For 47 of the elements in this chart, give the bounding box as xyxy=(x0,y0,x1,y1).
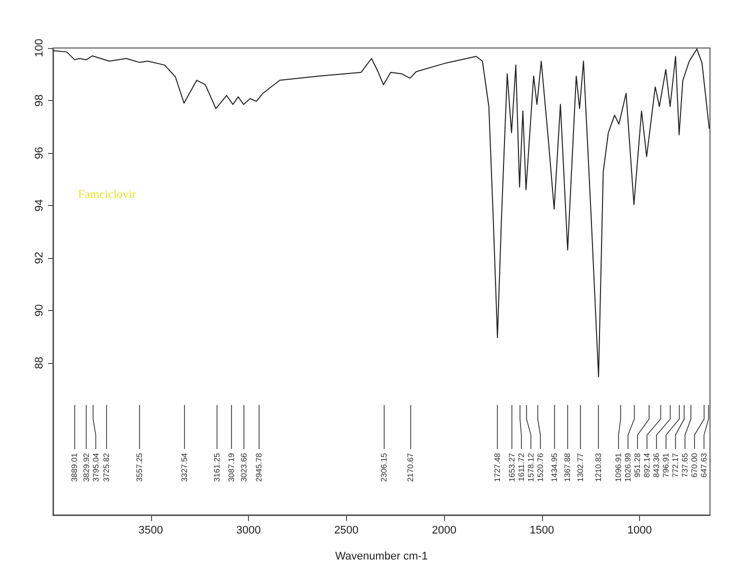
annotation: 1210.83 xyxy=(594,452,603,482)
annotation: 3023.66 xyxy=(239,452,248,482)
annotation: 1520.76 xyxy=(536,452,545,482)
annotation: 3557.25 xyxy=(135,452,144,482)
x-tick-label: 1500 xyxy=(530,524,554,536)
annotation: 3327.54 xyxy=(180,452,189,482)
annotation: 737.65 xyxy=(680,452,690,478)
annotation: 670.00 xyxy=(690,452,699,478)
annotation: 1026.99 xyxy=(624,452,632,482)
annotation: 951.28 xyxy=(633,452,642,478)
annotation: 3161.25 xyxy=(212,452,222,482)
y-tick-label: 90 xyxy=(34,304,46,316)
annotation: 2306.15 xyxy=(380,452,389,482)
y-tick-label: 98 xyxy=(34,94,46,107)
x-tick-label: 1000 xyxy=(627,524,652,536)
y-tick-label: 100 xyxy=(34,38,46,58)
y-tick-label: 88 xyxy=(34,356,46,369)
annotation: 647.63 xyxy=(700,452,708,478)
annotation: 1727.48 xyxy=(492,452,502,482)
annotation: 3829.92 xyxy=(82,452,91,482)
annotation: 796.91 xyxy=(662,452,670,478)
annotation: 1434.95 xyxy=(550,452,560,482)
annotation: 1302.77 xyxy=(576,452,585,482)
x-axis-title: Wavenumber cm-1 xyxy=(335,550,428,562)
annotation: 3725.82 xyxy=(102,452,112,482)
annotation: 1096.91 xyxy=(614,452,623,482)
annotation: 1367.88 xyxy=(563,452,572,482)
y-tick-label: 96 xyxy=(34,146,46,160)
x-tick-label: 3500 xyxy=(138,524,164,536)
x-tick-label: 3000 xyxy=(236,524,261,536)
annotation: Famciclovir xyxy=(78,187,136,201)
annotation: 2945.78 xyxy=(254,452,264,482)
annotation: 2170.67 xyxy=(406,452,416,482)
y-tick-label: 92 xyxy=(34,252,46,264)
x-tick-label: 2500 xyxy=(334,524,359,536)
annotation: 3795.04 xyxy=(91,452,100,482)
annotation: 1611.72 xyxy=(516,452,526,482)
annotation: 3889.01 xyxy=(70,452,80,482)
y-tick-label: 94 xyxy=(34,199,46,212)
annotation: 1653.27 xyxy=(507,452,516,482)
annotation: 772.17 xyxy=(671,452,680,478)
annotation: 892.14 xyxy=(642,452,652,478)
annotation: 1578.12 xyxy=(526,452,536,482)
line-series xyxy=(52,48,710,378)
annotation: 3087.19 xyxy=(226,452,236,482)
annotation: 843.36 xyxy=(652,452,661,478)
x-tick-label: 2000 xyxy=(432,524,456,536)
